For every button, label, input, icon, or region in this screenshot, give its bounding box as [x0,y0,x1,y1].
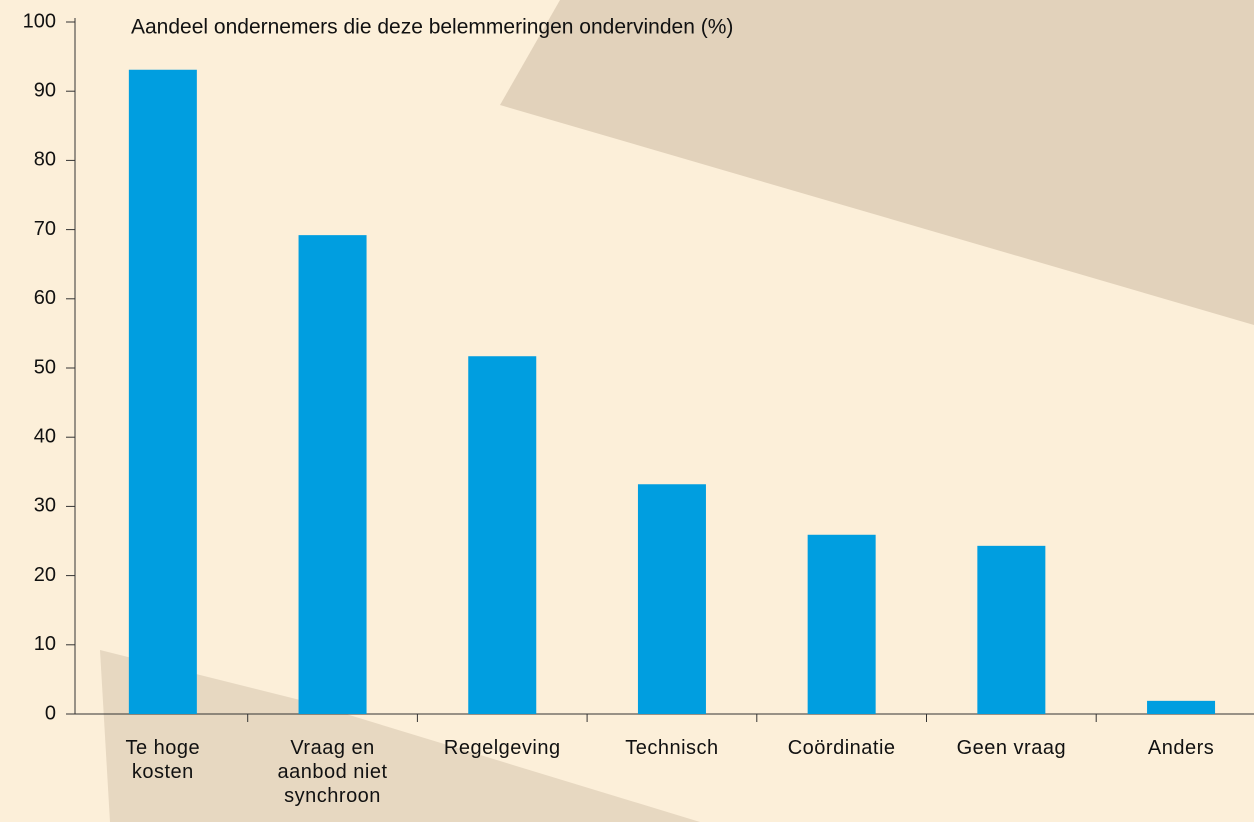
bar [128,69,197,715]
y-tick-label: 0 [45,702,56,724]
bar [468,356,537,714]
bar [807,534,876,714]
y-tick-label: 30 [34,495,56,517]
y-tick-label: 20 [34,564,56,586]
x-tick-label: Regelgeving [443,737,561,759]
background-band [500,0,1254,325]
y-tick-label: 100 [23,10,56,32]
x-tick-label: Geen vraag [956,737,1067,759]
background-band [100,650,700,822]
y-tick-label: 70 [34,218,56,240]
x-tick-label: Te hoge kosten [125,737,201,783]
x-tick-label: Technisch [625,737,719,759]
bar [298,235,367,715]
chart-title: Aandeel ondernemers die deze belemmering… [131,16,733,39]
bar [1147,700,1216,714]
x-tick-label: Vraag en aanbod niet synchroon [277,737,388,807]
y-tick-label: 60 [34,287,56,309]
y-tick-label: 50 [34,356,56,378]
x-tick-label: Anders [1147,737,1215,759]
x-tick-label: Coördinatie [787,737,896,759]
y-tick-label: 80 [34,149,56,171]
bar [637,484,706,714]
bar [977,545,1046,714]
y-tick-label: 10 [34,633,56,655]
y-tick-label: 40 [34,425,56,447]
y-tick-label: 90 [34,79,56,101]
